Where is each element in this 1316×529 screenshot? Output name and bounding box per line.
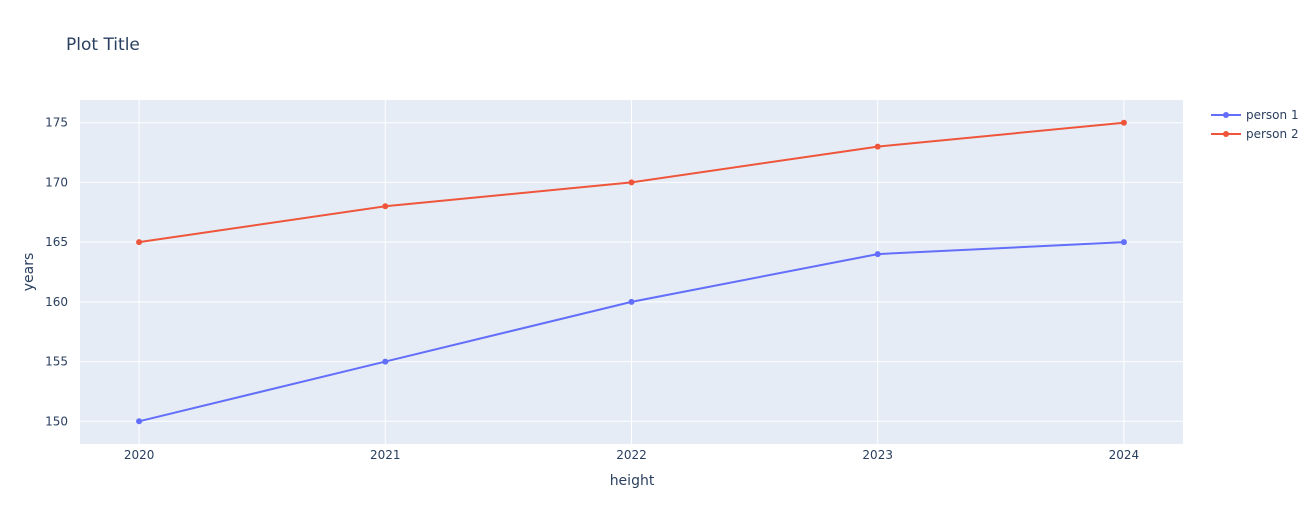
legend: person 1 person 2 bbox=[1211, 108, 1299, 141]
x-tick-label: 2022 bbox=[616, 448, 647, 462]
y-axis: 150 155 160 165 170 175 bbox=[45, 116, 68, 429]
y-tick-label: 175 bbox=[45, 116, 68, 130]
data-point-person-1 bbox=[628, 298, 635, 305]
data-point-person-1 bbox=[136, 418, 143, 425]
y-tick-label: 160 bbox=[45, 295, 68, 309]
y-tick-label: 165 bbox=[45, 235, 68, 249]
x-tick-label: 2023 bbox=[862, 448, 893, 462]
legend-swatch-marker bbox=[1223, 131, 1229, 137]
data-point-person-2 bbox=[874, 143, 881, 150]
series-layer bbox=[136, 119, 1127, 425]
legend-item-person-1: person 1 bbox=[1211, 108, 1299, 122]
legend-label: person 2 bbox=[1246, 127, 1299, 141]
legend-item-person-2: person 2 bbox=[1211, 127, 1299, 141]
y-tick-label: 150 bbox=[45, 414, 68, 428]
x-tick-label: 2020 bbox=[124, 448, 155, 462]
x-tick-label: 2024 bbox=[1109, 448, 1140, 462]
chart-title: Plot Title bbox=[66, 35, 140, 55]
data-point-person-1 bbox=[382, 358, 389, 365]
data-point-person-2 bbox=[1120, 119, 1127, 126]
x-axis: 2020 2021 2022 2023 2024 bbox=[124, 448, 1139, 462]
data-point-person-2 bbox=[382, 203, 389, 210]
data-point-person-2 bbox=[628, 179, 635, 186]
legend-swatch-marker bbox=[1223, 112, 1229, 118]
y-tick-label: 170 bbox=[45, 175, 68, 189]
y-tick-label: 155 bbox=[45, 355, 68, 369]
x-axis-label: height bbox=[610, 473, 655, 489]
x-tick-label: 2021 bbox=[370, 448, 401, 462]
legend-label: person 1 bbox=[1246, 108, 1299, 122]
y-axis-label: years bbox=[21, 253, 37, 292]
data-point-person-1 bbox=[1120, 239, 1127, 246]
data-point-person-1 bbox=[874, 251, 881, 258]
data-point-person-2 bbox=[136, 239, 143, 246]
